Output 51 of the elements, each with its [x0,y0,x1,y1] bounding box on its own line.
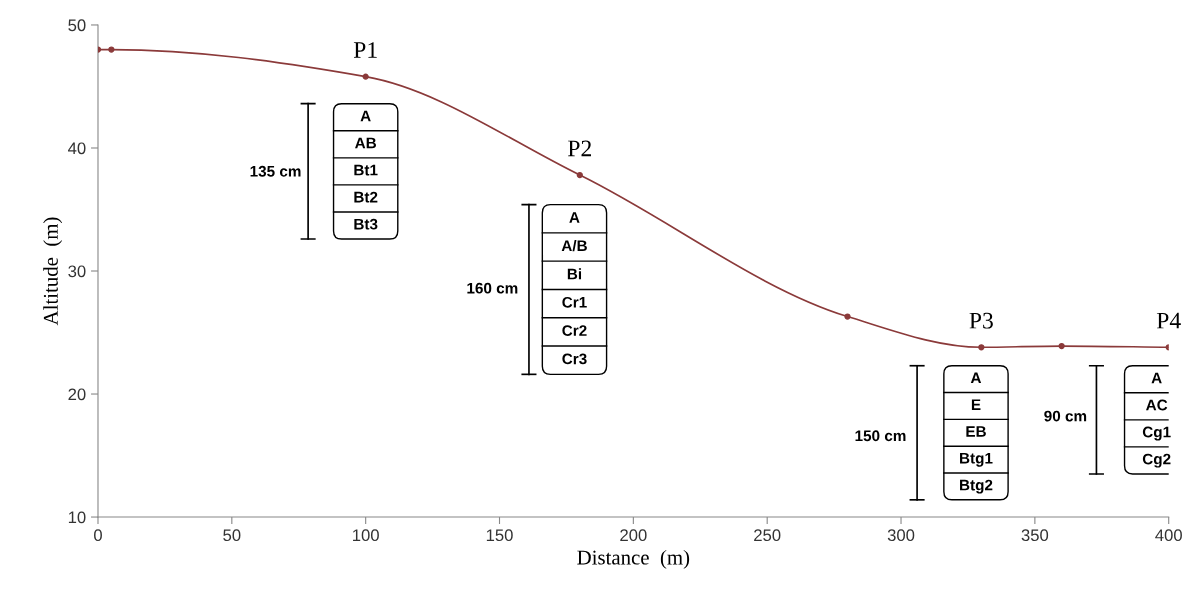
point [844,313,851,320]
point [108,46,115,53]
annotation: Btg2 [960,479,993,494]
annotation: AC [1146,399,1168,411]
annotation: Bt3 [354,218,378,230]
annotation: Bi [567,268,582,280]
annotation: 135 cm [250,165,301,177]
x-axis-title: Distance (m) [577,549,690,569]
annotation: P4 [1156,312,1181,329]
annotation: Cr3 [562,353,587,365]
point [576,171,583,179]
point [97,46,102,53]
x-tick-label: 300 [887,529,915,542]
x-tick-label: 400 [1155,529,1182,542]
annotation: P3 [969,312,993,329]
point [362,73,369,80]
annotation: A [970,372,982,384]
annotation: Cr1 [562,296,587,308]
annotation: P1 [353,42,377,58]
annotation: E [971,399,981,410]
annotation: Cg1 [1142,426,1171,441]
x-tick-label: 250 [754,529,781,542]
x-tick-label: 150 [486,529,513,542]
x-tick-label: 50 [223,529,241,542]
annotation: Cr2 [562,325,587,336]
x-tick-label: 350 [1021,529,1049,542]
annotation: 90 cm [1044,410,1087,422]
point [978,344,985,351]
x-tick-label: 0 [94,529,102,542]
y-axis-title: Altitude (m) [43,217,63,326]
annotation: 150 cm [855,430,906,442]
y-tick-label: 30 [68,265,86,278]
annotation: EB [966,426,986,437]
annotation: A [360,110,371,122]
annotation: Bt1 [354,164,378,176]
y-tick-label: 20 [68,388,86,401]
x-tick-label: 200 [620,529,647,542]
annotation: P2 [568,140,591,157]
y-tick-label: 50 [68,19,86,32]
x-tick-label: 100 [353,529,379,542]
annotation: Cg2 [1142,453,1171,468]
annotation: 160 cm [467,282,518,294]
y-tick-label: 10 [68,511,86,524]
annotation: AB [355,137,377,149]
annotation: A [1151,372,1162,384]
annotation: Btg1 [960,452,993,467]
annotation: Bt2 [354,191,378,203]
annotation: A/B [561,239,587,252]
y-tick-label: 40 [68,142,86,155]
annotation: A [569,212,580,223]
point [1058,342,1065,350]
